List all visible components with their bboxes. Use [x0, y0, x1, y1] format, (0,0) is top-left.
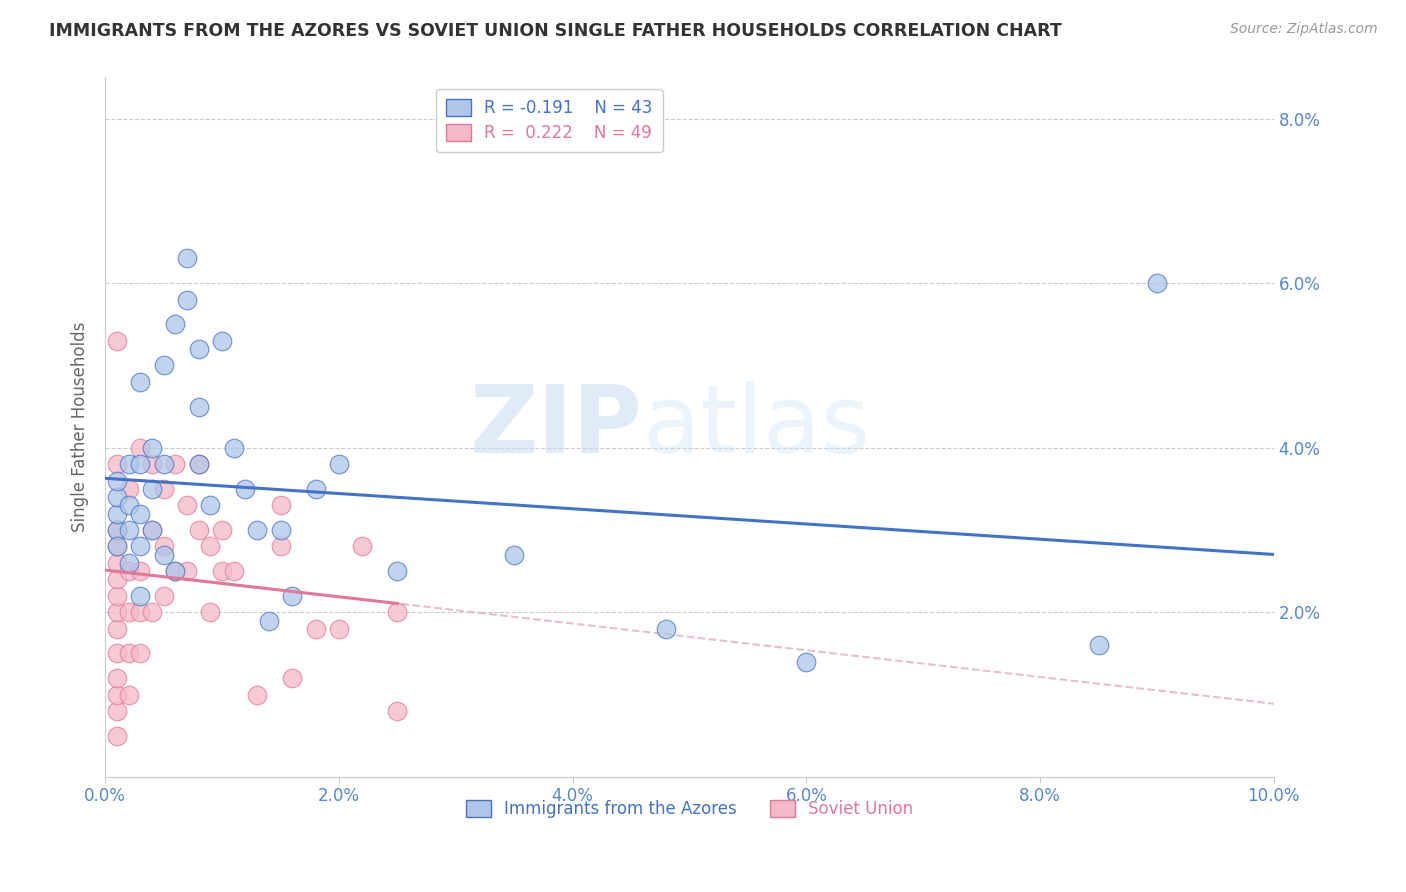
- Point: [105, 573, 128, 587]
- Point: [246, 523, 269, 537]
- Point: [105, 540, 128, 554]
- Point: [105, 605, 128, 619]
- Point: [105, 540, 128, 554]
- Point: [304, 622, 326, 636]
- Point: [211, 523, 233, 537]
- Point: [105, 704, 128, 718]
- Point: [105, 688, 128, 702]
- Point: [129, 564, 152, 578]
- Point: [176, 564, 198, 578]
- Point: [117, 605, 139, 619]
- Point: [105, 507, 128, 521]
- Point: [222, 441, 245, 455]
- Point: [141, 482, 163, 496]
- Point: [117, 688, 139, 702]
- Point: [257, 614, 280, 628]
- Text: IMMIGRANTS FROM THE AZORES VS SOVIET UNION SINGLE FATHER HOUSEHOLDS CORRELATION : IMMIGRANTS FROM THE AZORES VS SOVIET UNI…: [49, 22, 1062, 40]
- Point: [200, 540, 222, 554]
- Point: [328, 622, 350, 636]
- Y-axis label: Single Father Households: Single Father Households: [72, 322, 89, 533]
- Point: [105, 457, 128, 471]
- Point: [141, 523, 163, 537]
- Point: [105, 334, 128, 348]
- Point: [152, 482, 174, 496]
- Point: [129, 457, 152, 471]
- Text: ZIP: ZIP: [470, 381, 643, 473]
- Point: [281, 589, 304, 603]
- Point: [165, 318, 187, 332]
- Point: [165, 564, 187, 578]
- Point: [655, 622, 678, 636]
- Point: [187, 342, 209, 356]
- Point: [152, 548, 174, 562]
- Point: [387, 564, 409, 578]
- Point: [187, 457, 209, 471]
- Point: [117, 523, 139, 537]
- Point: [176, 293, 198, 307]
- Text: Source: ZipAtlas.com: Source: ZipAtlas.com: [1230, 22, 1378, 37]
- Point: [281, 671, 304, 685]
- Point: [105, 671, 128, 685]
- Point: [222, 564, 245, 578]
- Point: [141, 523, 163, 537]
- Point: [246, 688, 269, 702]
- Point: [152, 457, 174, 471]
- Point: [105, 729, 128, 743]
- Point: [129, 540, 152, 554]
- Point: [387, 704, 409, 718]
- Point: [187, 457, 209, 471]
- Point: [152, 540, 174, 554]
- Point: [141, 457, 163, 471]
- Point: [141, 605, 163, 619]
- Point: [211, 564, 233, 578]
- Point: [387, 605, 409, 619]
- Point: [152, 359, 174, 373]
- Point: [129, 441, 152, 455]
- Point: [270, 499, 292, 513]
- Point: [141, 441, 163, 455]
- Point: [211, 334, 233, 348]
- Point: [152, 589, 174, 603]
- Point: [105, 490, 128, 504]
- Point: [129, 605, 152, 619]
- Point: [105, 589, 128, 603]
- Point: [235, 482, 257, 496]
- Point: [105, 474, 128, 488]
- Point: [1087, 638, 1109, 652]
- Point: [796, 655, 818, 669]
- Text: atlas: atlas: [643, 381, 872, 473]
- Point: [129, 507, 152, 521]
- Point: [129, 589, 152, 603]
- Point: [129, 647, 152, 661]
- Point: [105, 556, 128, 570]
- Point: [105, 622, 128, 636]
- Point: [165, 457, 187, 471]
- Point: [187, 523, 209, 537]
- Point: [352, 540, 374, 554]
- Point: [117, 499, 139, 513]
- Point: [270, 540, 292, 554]
- Point: [503, 548, 526, 562]
- Point: [304, 482, 326, 496]
- Point: [117, 482, 139, 496]
- Point: [105, 523, 128, 537]
- Point: [117, 647, 139, 661]
- Point: [117, 556, 139, 570]
- Point: [117, 457, 139, 471]
- Point: [200, 605, 222, 619]
- Point: [270, 523, 292, 537]
- Point: [187, 400, 209, 414]
- Point: [1146, 276, 1168, 290]
- Point: [176, 499, 198, 513]
- Point: [105, 523, 128, 537]
- Point: [200, 499, 222, 513]
- Point: [117, 564, 139, 578]
- Point: [129, 375, 152, 389]
- Point: [165, 564, 187, 578]
- Legend: Immigrants from the Azores, Soviet Union: Immigrants from the Azores, Soviet Union: [458, 793, 920, 824]
- Point: [176, 252, 198, 266]
- Point: [105, 647, 128, 661]
- Point: [328, 457, 350, 471]
